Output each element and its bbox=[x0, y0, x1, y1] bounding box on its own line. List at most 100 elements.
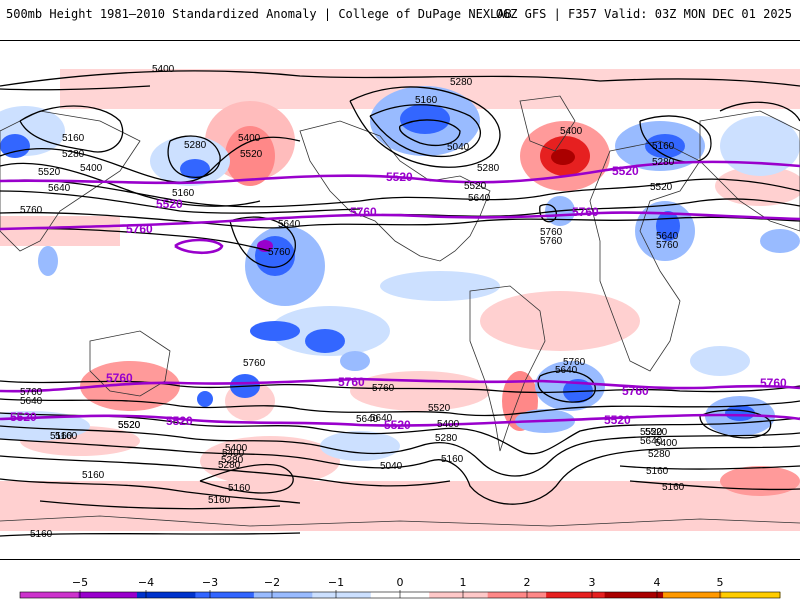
contour-label: 5280 bbox=[218, 460, 241, 471]
highlight-contours bbox=[0, 160, 800, 427]
contour-label-highlight: 5520 bbox=[386, 170, 413, 184]
contour-label-highlight: 5760 bbox=[106, 371, 133, 385]
contour-label: 5400 bbox=[225, 443, 248, 454]
colorbar-segment bbox=[312, 592, 372, 598]
contour-label-highlight: 5760 bbox=[350, 205, 377, 219]
contour-label: 5640 bbox=[20, 396, 43, 407]
contour-label: 5280 bbox=[648, 449, 671, 460]
contour-label-highlight: 5520 bbox=[10, 410, 37, 424]
contour-label: 5760 bbox=[540, 236, 563, 247]
contour-label: 5520 bbox=[650, 182, 673, 193]
contour-label: 5160 bbox=[30, 529, 53, 540]
contour-label: 5760 bbox=[20, 387, 43, 398]
map-title: 500mb Height 1981–2010 Standardized Anom… bbox=[6, 7, 512, 21]
contour-label: 5760 bbox=[372, 383, 395, 394]
contour-label: 5280 bbox=[450, 77, 473, 88]
contour-label-highlight: 5760 bbox=[760, 376, 787, 390]
map-svg: 5400 5280 5160 5160 5280 5400 5520 5160 … bbox=[0, 64, 800, 540]
colorbar: −5 −4 −3 −2 −1 0 1 2 3 4 5 bbox=[0, 570, 800, 600]
contour-label: 5760 bbox=[268, 247, 291, 258]
colorbar-segment bbox=[487, 592, 547, 598]
contour-label-highlight: 5520 bbox=[604, 413, 631, 427]
contour-label: 5760 bbox=[540, 227, 563, 238]
positive-anomaly-shading bbox=[0, 69, 800, 531]
contour-label: 5520 bbox=[118, 420, 141, 431]
colorbar-segment bbox=[429, 592, 489, 598]
colorbar-segment bbox=[721, 592, 781, 598]
contour-label: 5400 bbox=[238, 133, 261, 144]
colorbar-segment bbox=[663, 592, 723, 598]
contour-label-highlight: 5760 bbox=[622, 384, 649, 398]
colorbar-segment bbox=[136, 592, 196, 598]
map-panel: 5400 5280 5160 5160 5280 5400 5520 5160 … bbox=[0, 40, 800, 560]
contour-label: 5280 bbox=[435, 433, 458, 444]
contour-label: 5520 bbox=[240, 149, 263, 160]
contour-label: 5280 bbox=[652, 157, 675, 168]
contour-label: 5400 bbox=[437, 419, 460, 430]
colorbar-tick: 2 bbox=[523, 576, 531, 589]
contour-label: 5520 bbox=[38, 167, 61, 178]
contour-label: 5160 bbox=[646, 466, 669, 477]
contour-label: 5160 bbox=[662, 482, 685, 493]
contour-label: 5640 bbox=[356, 414, 379, 425]
colorbar-tick: 1 bbox=[459, 576, 467, 589]
colorbar-segment bbox=[78, 592, 138, 598]
contour-label: 5400 bbox=[80, 163, 103, 174]
colorbar-svg bbox=[19, 590, 781, 599]
height-contours bbox=[0, 70, 800, 537]
contour-label: 5160 bbox=[415, 95, 438, 106]
contour-label: 5160 bbox=[50, 431, 73, 442]
contour-label: 5280 bbox=[477, 163, 500, 174]
contour-label: 5760 bbox=[20, 205, 43, 216]
contour-label: 5160 bbox=[228, 483, 251, 494]
contour-label-highlight: 5760 bbox=[572, 205, 599, 219]
contour-label: 5640 bbox=[555, 365, 578, 376]
contour-label: 5760 bbox=[563, 357, 586, 368]
contour-label: 5640 bbox=[640, 436, 663, 447]
contour-label: 5640 bbox=[656, 231, 679, 242]
contour-label: 5280 bbox=[221, 455, 244, 466]
contour-label: 5640 bbox=[468, 193, 491, 204]
colorbar-tick: −4 bbox=[137, 576, 155, 589]
colorbar-segment bbox=[546, 592, 606, 598]
contour-label: 5520 bbox=[645, 427, 668, 438]
contour-label: 5160 bbox=[208, 495, 231, 506]
contour-label: 5760 bbox=[243, 358, 266, 369]
colorbar-segment bbox=[195, 592, 255, 598]
contour-label: 5400 bbox=[655, 438, 678, 449]
coastlines bbox=[0, 95, 800, 527]
colorbar-segment bbox=[20, 592, 79, 598]
contour-label: 5520 bbox=[118, 420, 141, 431]
contour-label-highlight: 5520 bbox=[612, 164, 639, 178]
contour-label-highlight: 5520 bbox=[166, 414, 193, 428]
header: 500mb Height 1981–2010 Standardized Anom… bbox=[0, 0, 800, 30]
colorbar-tick: −5 bbox=[71, 576, 89, 589]
contour-label: 5160 bbox=[55, 431, 78, 442]
colorbar-tick: 5 bbox=[716, 576, 724, 589]
colorbar-tick: −1 bbox=[327, 576, 345, 589]
contour-label: 5160 bbox=[172, 188, 195, 199]
contour-label: 5280 bbox=[184, 140, 207, 151]
colorbar-tick: −3 bbox=[201, 576, 219, 589]
contour-label: 5040 bbox=[447, 142, 470, 153]
contour-label: 5520 bbox=[464, 181, 487, 192]
contour-label: 5160 bbox=[82, 470, 105, 481]
negative-anomaly-shading bbox=[0, 86, 800, 461]
contour-label: 5760 bbox=[656, 240, 679, 251]
contour-label-highlight: 5760 bbox=[338, 375, 365, 389]
colorbar-strips bbox=[19, 590, 781, 599]
colorbar-tick: 0 bbox=[396, 576, 404, 589]
contour-label: 5160 bbox=[652, 141, 675, 152]
contour-label: 5160 bbox=[62, 133, 85, 144]
contour-label: 5640 bbox=[278, 219, 301, 230]
contour-label: 5160 bbox=[441, 454, 464, 465]
purple-contour-labels: 5520 5520 5760 5760 5520 5760 5520 5760 … bbox=[10, 164, 787, 432]
run-info: 06Z GFS | F357 Valid: 03Z MON DEC 01 202… bbox=[495, 7, 792, 21]
contour-label: 5040 bbox=[380, 461, 403, 472]
contour-label: 5280 bbox=[62, 149, 85, 160]
contour-label: 5400 bbox=[152, 64, 175, 75]
colorbar-segment bbox=[253, 592, 313, 598]
black-contour-labels: 5400 5280 5160 5160 5280 5400 5520 5160 … bbox=[20, 64, 685, 540]
contour-label: 5520 bbox=[428, 403, 451, 414]
contour-label: 5640 bbox=[370, 413, 393, 424]
